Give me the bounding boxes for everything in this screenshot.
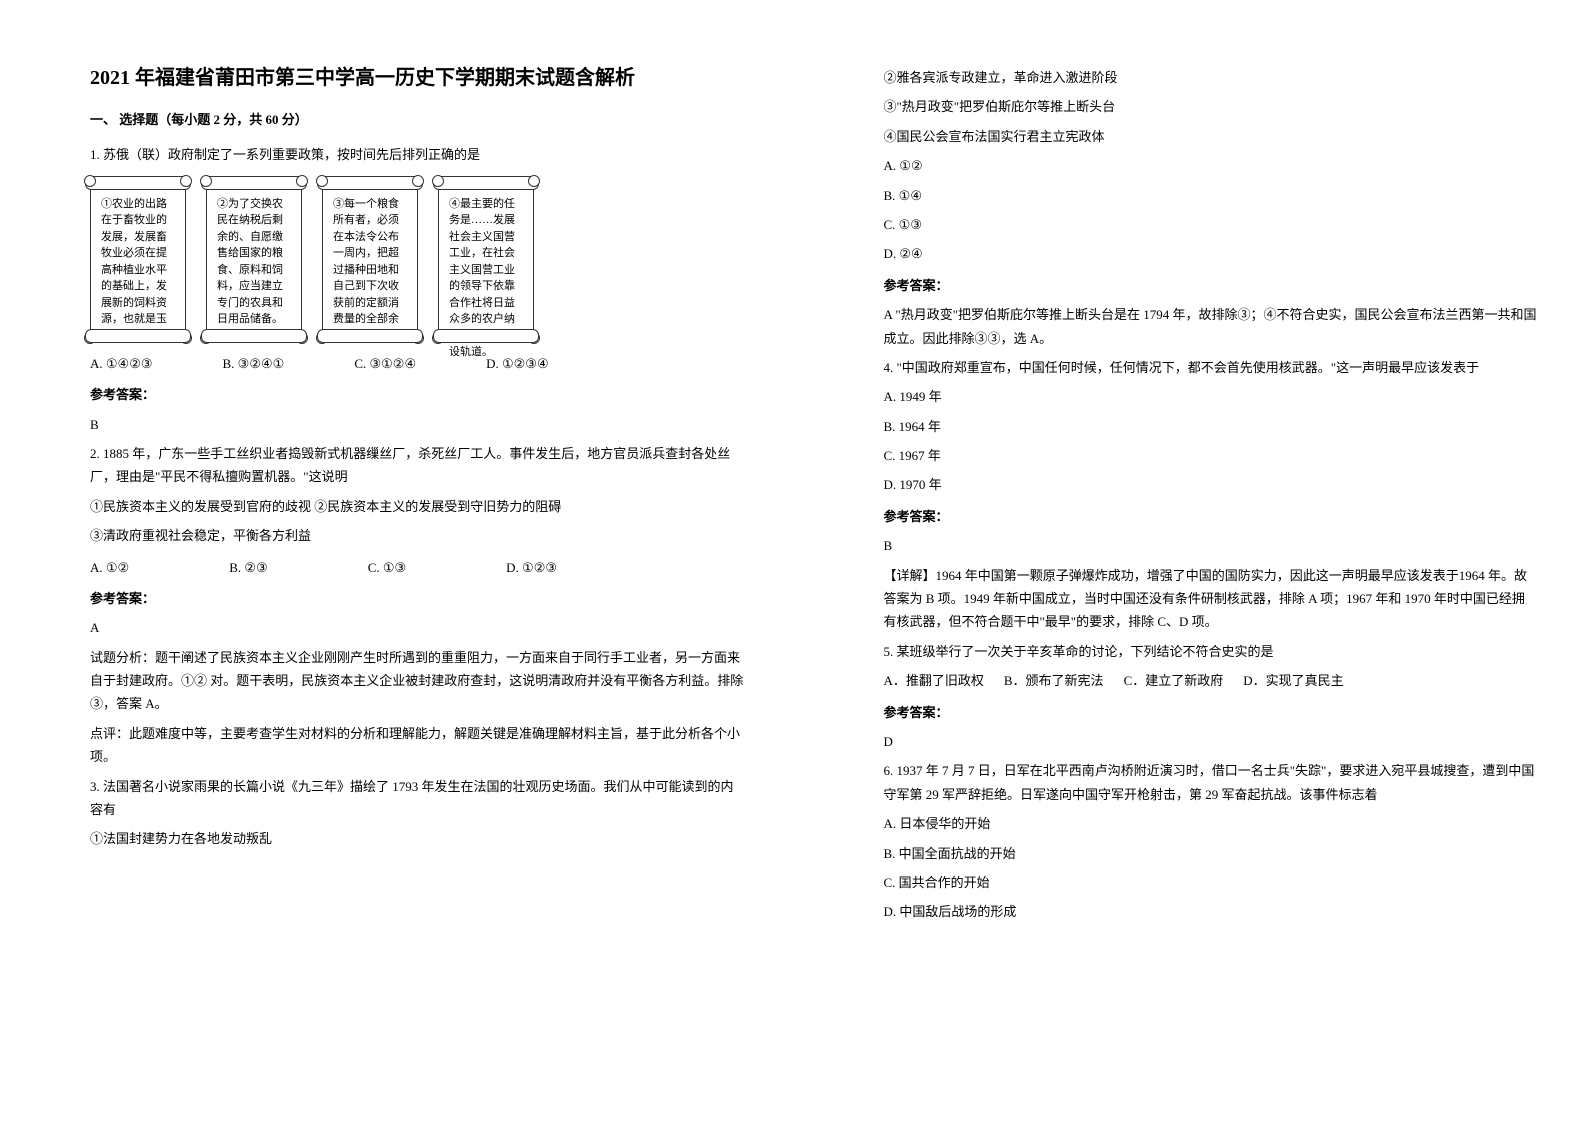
- q4-answer-label: 参考答案：: [884, 505, 1538, 528]
- q2-line1: ①民族资本主义的发展受到官府的歧视 ②民族资本主义的发展受到守旧势力的阻碍: [90, 495, 744, 518]
- q5-opt-b: B．颁布了新宪法: [1004, 669, 1104, 692]
- q1-scroll-row: ①农业的出路在于畜牧业的发展，发展畜牧业必须在提高种植业水平的基础上，发展新的饲…: [90, 182, 744, 337]
- q4-opt-d: D. 1970 年: [884, 473, 1538, 496]
- scroll-3-text: ③每一个粮食所有者，必须在本法令公布一周内，把超过播种田地和自己到下次收获前的定…: [333, 198, 399, 342]
- q2-answer-label: 参考答案：: [90, 587, 744, 610]
- scroll-2-text: ②为了交换农民在纳税后剩余的、自愿缴售给国家的粮食、原料和饲料，应当建立专门的农…: [217, 198, 283, 326]
- q1-answer-label: 参考答案：: [90, 383, 744, 406]
- q6-opt-b: B. 中国全面抗战的开始: [884, 842, 1538, 865]
- q3-opt-b: B. ①④: [884, 184, 1538, 207]
- q4-answer: B: [884, 534, 1538, 557]
- document-title: 2021 年福建省莆田市第三中学高一历史下学期期末试题含解析: [90, 60, 744, 96]
- scroll-1: ①农业的出路在于畜牧业的发展，发展畜牧业必须在提高种植业水平的基础上，发展新的饲…: [90, 182, 186, 337]
- q5-stem: 5. 某班级举行了一次关于辛亥革命的讨论，下列结论不符合史实的是: [884, 640, 1538, 663]
- q3-answer-text: A "热月政变"把罗伯斯庇尔等推上断头台是在 1794 年，故排除③；④不符合史…: [884, 303, 1538, 350]
- q3-line2: ②雅各宾派专政建立，革命进入激进阶段: [884, 66, 1538, 89]
- q1-stem: 1. 苏俄（联）政府制定了一系列重要政策，按时间先后排列正确的是: [90, 143, 744, 166]
- q2-stem: 2. 1885 年，广东一些手工丝织业者捣毁新式机器缫丝厂，杀死丝厂工人。事件发…: [90, 442, 744, 489]
- q2-answer: A: [90, 616, 744, 639]
- q3-line3: ③"热月政变"把罗伯斯庇尔等推上断头台: [884, 95, 1538, 118]
- q5-answer: D: [884, 730, 1538, 753]
- q4-opt-b: B. 1964 年: [884, 415, 1538, 438]
- left-column: 2021 年福建省莆田市第三中学高一历史下学期期末试题含解析 一、 选择题（每小…: [0, 0, 794, 1122]
- q5-options: A．推翻了旧政权 B．颁布了新宪法 C．建立了新政府 D．实现了真民主: [884, 669, 1538, 692]
- scroll-1-text: ①农业的出路在于畜牧业的发展，发展畜牧业必须在提高种植业水平的基础上，发展新的饲…: [101, 198, 167, 342]
- q1-answer: B: [90, 413, 744, 436]
- q3-line1: ①法国封建势力在各地发动叛乱: [90, 827, 744, 850]
- q1-opt-c: C. ③①②④: [354, 352, 416, 375]
- q3-line4: ④国民公会宣布法国实行君主立宪政体: [884, 125, 1538, 148]
- q1-opt-b: B. ③②④①: [223, 352, 285, 375]
- q3-opt-a: A. ①②: [884, 154, 1538, 177]
- right-column: ②雅各宾派专政建立，革命进入激进阶段 ③"热月政变"把罗伯斯庇尔等推上断头台 ④…: [794, 0, 1587, 1122]
- scroll-2: ②为了交换农民在纳税后剩余的、自愿缴售给国家的粮食、原料和饲料，应当建立专门的农…: [206, 182, 302, 337]
- q6-opt-c: C. 国共合作的开始: [884, 871, 1538, 894]
- q2-line2: ③清政府重视社会稳定，平衡各方利益: [90, 524, 744, 547]
- q3-opt-c: C. ①③: [884, 213, 1538, 236]
- q5-opt-c: C．建立了新政府: [1124, 669, 1224, 692]
- q5-answer-label: 参考答案：: [884, 701, 1538, 724]
- q3-opt-d: D. ②④: [884, 242, 1538, 265]
- q6-opt-d: D. 中国敌后战场的形成: [884, 900, 1538, 923]
- scroll-4-text: ④最主要的任务是……发展社会主义国营工业，在社会主义国营工业的领导下依靠合作社将…: [449, 198, 515, 359]
- q2-opt-b: B. ②③: [229, 556, 267, 579]
- q1-opt-a: A. ①④②③: [90, 352, 153, 375]
- scroll-3: ③每一个粮食所有者，必须在本法令公布一周内，把超过播种田地和自己到下次收获前的定…: [322, 182, 418, 337]
- q2-opt-c: C. ①③: [368, 556, 406, 579]
- q1-opt-d: D. ①②③④: [486, 352, 549, 375]
- q4-opt-a: A. 1949 年: [884, 385, 1538, 408]
- q1-options: A. ①④②③ B. ③②④① C. ③①②④ D. ①②③④: [90, 352, 744, 375]
- q5-opt-a: A．推翻了旧政权: [884, 669, 984, 692]
- q2-analysis-1: 试题分析：题干阐述了民族资本主义企业刚刚产生时所遇到的重重阻力，一方面来自于同行…: [90, 646, 744, 716]
- q2-opt-a: A. ①②: [90, 556, 129, 579]
- q6-opt-a: A. 日本侵华的开始: [884, 812, 1538, 835]
- q4-stem: 4. "中国政府郑重宣布，中国任何时候，任何情况下，都不会首先使用核武器。"这一…: [884, 356, 1538, 379]
- scroll-4: ④最主要的任务是……发展社会主义国营工业，在社会主义国营工业的领导下依靠合作社将…: [438, 182, 534, 337]
- q2-opt-d: D. ①②③: [506, 556, 557, 579]
- q6-stem: 6. 1937 年 7 月 7 日，日军在北平西南卢沟桥附近演习时，借口一名士兵…: [884, 759, 1538, 806]
- section-heading: 一、 选择题（每小题 2 分，共 60 分）: [90, 108, 744, 131]
- q4-analysis: 【详解】1964 年中国第一颗原子弹爆炸成功，增强了中国的国防实力，因此这一声明…: [884, 564, 1538, 634]
- q3-answer-label: 参考答案：: [884, 274, 1538, 297]
- q5-opt-d: D．实现了真民主: [1243, 669, 1343, 692]
- q2-analysis-2: 点评：此题难度中等，主要考查学生对材料的分析和理解能力，解题关键是准确理解材料主…: [90, 722, 744, 769]
- q3-stem: 3. 法国著名小说家雨果的长篇小说《九三年》描绘了 1793 年发生在法国的壮观…: [90, 775, 744, 822]
- q2-options: A. ①② B. ②③ C. ①③ D. ①②③: [90, 556, 744, 579]
- q4-opt-c: C. 1967 年: [884, 444, 1538, 467]
